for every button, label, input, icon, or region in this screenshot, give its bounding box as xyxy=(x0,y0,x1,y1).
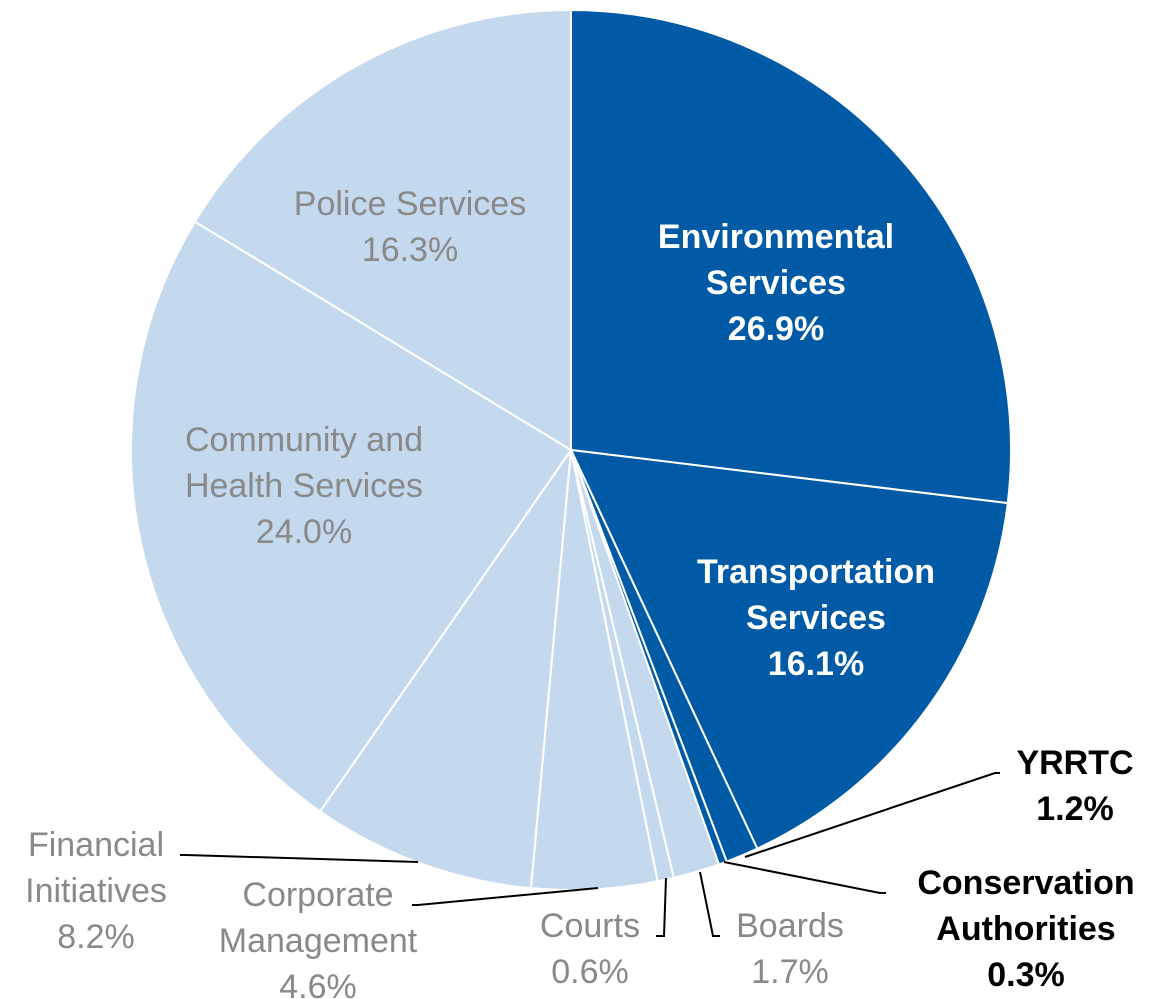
slice-percent-corporate: 4.6% xyxy=(279,968,357,999)
pie-slice-community xyxy=(130,220,572,813)
slice-label-environmental: Environmental Services 26.9% xyxy=(658,218,894,348)
pie-slice-financial xyxy=(319,449,572,890)
slice-percent-community: 24.0% xyxy=(256,513,352,551)
slice-percent-police: 16.3% xyxy=(362,231,458,269)
leader-line-boards xyxy=(699,871,720,937)
pie-slice-transportation xyxy=(570,449,1009,850)
pie-slice-environmental xyxy=(570,9,1012,505)
slice-name-corporate: Management xyxy=(219,922,418,960)
slice-name-environmental: Services xyxy=(706,264,846,302)
slice-label-courts: Courts 0.6% xyxy=(540,907,640,991)
slice-name-conservation: Authorities xyxy=(936,910,1115,948)
slice-name-police: Police Services xyxy=(294,185,526,223)
slice-name-yrrtc: YRRTC xyxy=(1016,744,1133,782)
leader-line-courts xyxy=(656,877,667,937)
slice-percent-transportation: 16.1% xyxy=(768,645,864,683)
slice-name-courts: Courts xyxy=(540,907,640,945)
slice-label-yrrtc: YRRTC 1.2% xyxy=(1016,744,1133,828)
slice-percent-courts: 0.6% xyxy=(551,953,629,991)
slice-label-transportation: Transportation Services 16.1% xyxy=(697,553,935,683)
slice-label-financial: Financial Initiatives 8.2% xyxy=(25,826,167,956)
pie-slice-police xyxy=(193,9,572,451)
pie-slices xyxy=(130,9,1012,891)
slice-name-transportation: Services xyxy=(746,599,886,637)
slice-name-boards: Boards xyxy=(736,907,844,945)
slice-labels: Environmental Services 26.9% Transportation… xyxy=(25,185,1135,999)
slice-name-community: Health Services xyxy=(185,467,423,505)
leader-line-yrrtc xyxy=(744,772,1000,858)
slice-label-conservation: Conservation Authorities 0.3% xyxy=(917,864,1134,994)
slice-name-environmental: Environmental xyxy=(658,218,894,256)
slice-percent-yrrtc: 1.2% xyxy=(1036,790,1114,828)
slice-name-corporate: Corporate xyxy=(242,876,393,914)
slice-name-financial: Initiatives xyxy=(25,872,167,910)
slice-name-conservation: Conservation xyxy=(917,864,1134,902)
slice-label-police: Police Services 16.3% xyxy=(294,185,526,269)
slice-percent-boards: 1.7% xyxy=(751,953,829,991)
slice-percent-environmental: 26.9% xyxy=(728,310,824,348)
slice-name-transportation: Transportation xyxy=(697,553,935,591)
slice-percent-financial: 8.2% xyxy=(57,918,135,956)
slice-label-community: Community and Health Services 24.0% xyxy=(185,421,423,551)
slice-name-community: Community and xyxy=(185,421,423,459)
slice-percent-conservation: 0.3% xyxy=(987,956,1065,994)
slice-name-financial: Financial xyxy=(28,826,164,864)
slice-label-boards: Boards 1.7% xyxy=(736,907,844,991)
leader-line-corporate xyxy=(412,887,599,906)
slice-label-corporate: Corporate Management 4.6% xyxy=(219,876,418,999)
leader-line-conservation xyxy=(723,861,886,894)
leader-line-financial xyxy=(180,854,419,863)
leader-lines xyxy=(180,772,1000,937)
